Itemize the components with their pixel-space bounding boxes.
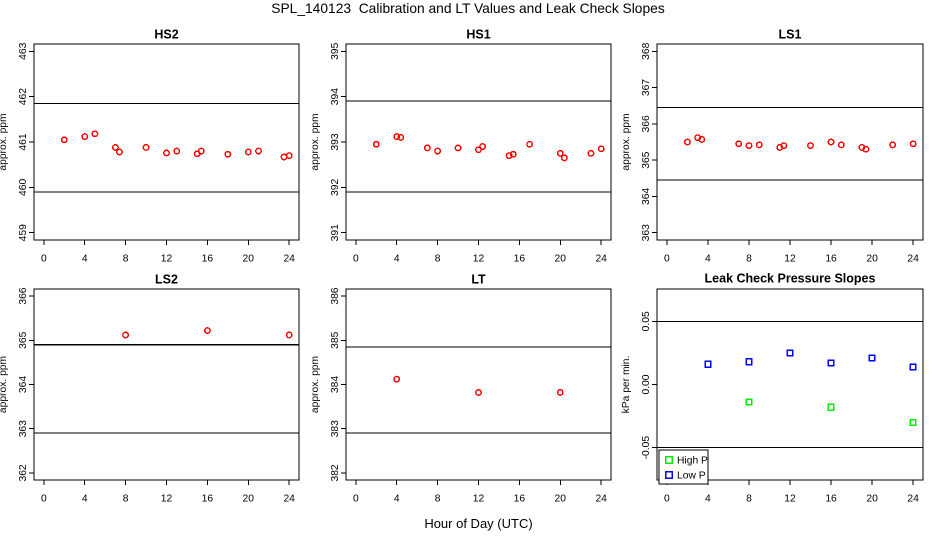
svg-text:8: 8 — [435, 494, 441, 505]
svg-text:368: 368 — [641, 42, 652, 59]
svg-text:12: 12 — [161, 254, 173, 265]
svg-text:394: 394 — [330, 88, 341, 105]
svg-text:365: 365 — [18, 331, 29, 348]
svg-text:-0.05: -0.05 — [641, 436, 652, 460]
svg-text:LS1: LS1 — [779, 28, 802, 42]
svg-text:approx. ppm: approx. ppm — [0, 356, 9, 413]
svg-text:4: 4 — [705, 494, 711, 505]
svg-text:12: 12 — [161, 494, 173, 505]
svg-text:24: 24 — [595, 254, 607, 265]
svg-text:392: 392 — [330, 179, 341, 196]
svg-text:4: 4 — [705, 254, 711, 265]
svg-text:Hour of Day (UTC): Hour of Day (UTC) — [424, 516, 532, 531]
svg-text:0: 0 — [41, 254, 47, 265]
svg-text:385: 385 — [330, 331, 341, 348]
svg-text:kPa per min.: kPa per min. — [621, 356, 632, 414]
svg-text:20: 20 — [243, 494, 255, 505]
svg-text:462: 462 — [18, 88, 29, 105]
svg-text:366: 366 — [641, 115, 652, 132]
svg-text:approx. ppm: approx. ppm — [310, 113, 321, 170]
svg-text:0.05: 0.05 — [641, 311, 652, 331]
svg-text:8: 8 — [746, 254, 752, 265]
svg-text:0: 0 — [353, 254, 359, 265]
svg-text:459: 459 — [18, 224, 29, 241]
svg-text:16: 16 — [825, 254, 837, 265]
svg-text:20: 20 — [555, 494, 567, 505]
svg-text:0.00: 0.00 — [641, 374, 652, 394]
svg-text:HS2: HS2 — [154, 28, 178, 42]
svg-text:383: 383 — [330, 420, 341, 437]
svg-text:364: 364 — [18, 376, 29, 393]
svg-text:395: 395 — [330, 42, 341, 59]
svg-text:16: 16 — [202, 254, 214, 265]
svg-text:0: 0 — [664, 494, 670, 505]
svg-text:8: 8 — [746, 494, 752, 505]
svg-text:4: 4 — [82, 494, 88, 505]
svg-text:365: 365 — [641, 151, 652, 168]
svg-text:0: 0 — [41, 494, 47, 505]
svg-text:0: 0 — [353, 494, 359, 505]
svg-text:0: 0 — [664, 254, 670, 265]
svg-text:approx. ppm: approx. ppm — [621, 113, 632, 170]
svg-text:8: 8 — [435, 254, 441, 265]
svg-text:4: 4 — [394, 494, 400, 505]
svg-text:approx. ppm: approx. ppm — [310, 356, 321, 413]
svg-text:362: 362 — [18, 464, 29, 481]
svg-text:Leak Check Pressure Slopes: Leak Check Pressure Slopes — [705, 272, 876, 286]
svg-text:20: 20 — [555, 254, 567, 265]
svg-text:SPL_140123 Calibration and LT: SPL_140123 Calibration and LT Values and… — [271, 1, 665, 16]
svg-text:460: 460 — [18, 179, 29, 196]
svg-text:24: 24 — [283, 254, 295, 265]
svg-text:8: 8 — [123, 494, 129, 505]
svg-text:363: 363 — [641, 224, 652, 241]
svg-text:366: 366 — [18, 287, 29, 304]
svg-text:4: 4 — [82, 254, 88, 265]
svg-text:12: 12 — [473, 254, 485, 265]
svg-text:approx. ppm: approx. ppm — [0, 113, 9, 170]
svg-text:461: 461 — [18, 133, 29, 150]
svg-text:16: 16 — [514, 494, 526, 505]
svg-text:12: 12 — [784, 494, 796, 505]
svg-text:24: 24 — [907, 494, 919, 505]
svg-text:391: 391 — [330, 224, 341, 241]
svg-text:364: 364 — [641, 188, 652, 205]
svg-text:High P: High P — [677, 456, 708, 467]
svg-text:16: 16 — [825, 494, 837, 505]
svg-text:393: 393 — [330, 133, 341, 150]
svg-text:LS2: LS2 — [155, 273, 178, 287]
svg-text:16: 16 — [202, 494, 214, 505]
svg-text:20: 20 — [866, 254, 878, 265]
svg-text:4: 4 — [394, 254, 400, 265]
svg-text:20: 20 — [866, 494, 878, 505]
svg-text:382: 382 — [330, 464, 341, 481]
svg-text:HS1: HS1 — [466, 28, 490, 42]
svg-text:367: 367 — [641, 79, 652, 96]
svg-text:463: 463 — [18, 42, 29, 59]
svg-text:384: 384 — [330, 376, 341, 393]
svg-text:24: 24 — [283, 494, 295, 505]
svg-text:12: 12 — [784, 254, 796, 265]
svg-text:LT: LT — [471, 273, 486, 287]
svg-text:Low P: Low P — [677, 471, 706, 482]
svg-text:363: 363 — [18, 420, 29, 437]
svg-text:8: 8 — [123, 254, 129, 265]
svg-text:20: 20 — [243, 254, 255, 265]
svg-text:12: 12 — [473, 494, 485, 505]
svg-text:386: 386 — [330, 287, 341, 304]
svg-text:24: 24 — [907, 254, 919, 265]
svg-text:16: 16 — [514, 254, 526, 265]
svg-text:24: 24 — [595, 494, 607, 505]
